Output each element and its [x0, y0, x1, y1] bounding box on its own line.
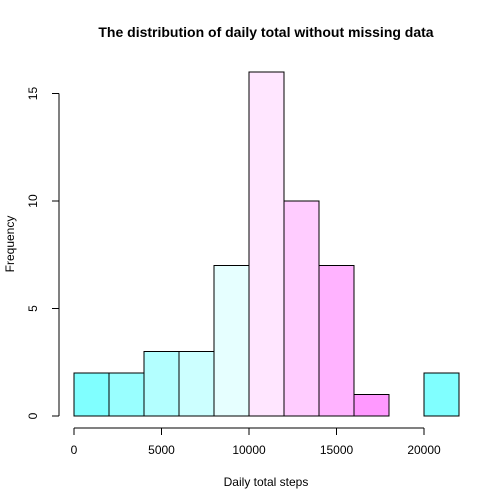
bar-8000-10000 — [213, 265, 250, 417]
bar-14000-16000 — [318, 265, 355, 417]
x-axis: 0 5000 10000 15000 20000 — [71, 427, 441, 457]
y-axis-label: Frequency — [3, 216, 17, 273]
bar-2000-4000 — [108, 372, 145, 417]
x-axis-label: Daily total steps — [224, 475, 309, 489]
bar-20000-22000 — [423, 372, 460, 417]
bar-10000-12000 — [248, 71, 285, 417]
y-tick-label-0: 0 — [26, 412, 40, 419]
x-tick-label-20000: 20000 — [407, 443, 441, 457]
x-tick-label-5000: 5000 — [148, 443, 175, 457]
bar-6000-8000 — [178, 351, 215, 417]
bar-16000-18000 — [353, 394, 390, 417]
bar-4000-6000 — [143, 351, 180, 417]
x-tick-label-15000: 15000 — [320, 443, 354, 457]
bar-12000-14000 — [283, 200, 320, 417]
chart-title: The distribution of daily total without … — [98, 24, 433, 40]
y-tick-label-5: 5 — [26, 305, 40, 312]
bars-group — [73, 71, 460, 417]
x-tick-label-10000: 10000 — [232, 443, 266, 457]
bar-0-2000 — [73, 372, 110, 417]
x-tick-label-0: 0 — [71, 443, 78, 457]
y-tick-label-10: 10 — [26, 194, 40, 208]
y-tick-label-15: 15 — [26, 87, 40, 101]
y-axis: 0 5 10 15 — [26, 87, 60, 419]
